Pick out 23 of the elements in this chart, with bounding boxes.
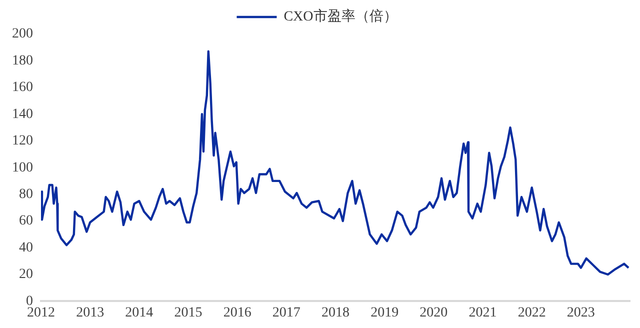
y-tick-label: 180 bbox=[12, 53, 33, 68]
x-tick-label: 2016 bbox=[223, 305, 252, 320]
x-tick-label: 2017 bbox=[272, 305, 300, 320]
x-tick-label: 2013 bbox=[76, 305, 104, 320]
y-tick-label: 160 bbox=[12, 80, 33, 96]
y-tick-label: 120 bbox=[12, 134, 33, 149]
y-tick-label: 60 bbox=[19, 214, 33, 229]
y-tick-label: 140 bbox=[12, 106, 33, 122]
x-tick-label: 2020 bbox=[420, 305, 448, 320]
x-tick-label: 2022 bbox=[518, 305, 546, 320]
x-tick-label: 2015 bbox=[174, 305, 202, 320]
x-tick-label: 2012 bbox=[27, 305, 55, 320]
x-tick-label: 2023 bbox=[566, 305, 595, 320]
x-tick-label: 2019 bbox=[370, 305, 399, 320]
legend-label: CXO市盈率（倍） bbox=[284, 8, 398, 25]
y-tick-label: 40 bbox=[19, 240, 33, 256]
y-tick-label: 100 bbox=[12, 160, 33, 176]
y-tick-label: 200 bbox=[12, 26, 33, 42]
x-tick-label: 2021 bbox=[468, 305, 497, 320]
y-tick-label: 80 bbox=[19, 186, 33, 202]
x-tick-label: 2018 bbox=[322, 305, 350, 320]
y-tick-label: 20 bbox=[19, 267, 33, 282]
x-tick-label: 2014 bbox=[125, 305, 154, 320]
